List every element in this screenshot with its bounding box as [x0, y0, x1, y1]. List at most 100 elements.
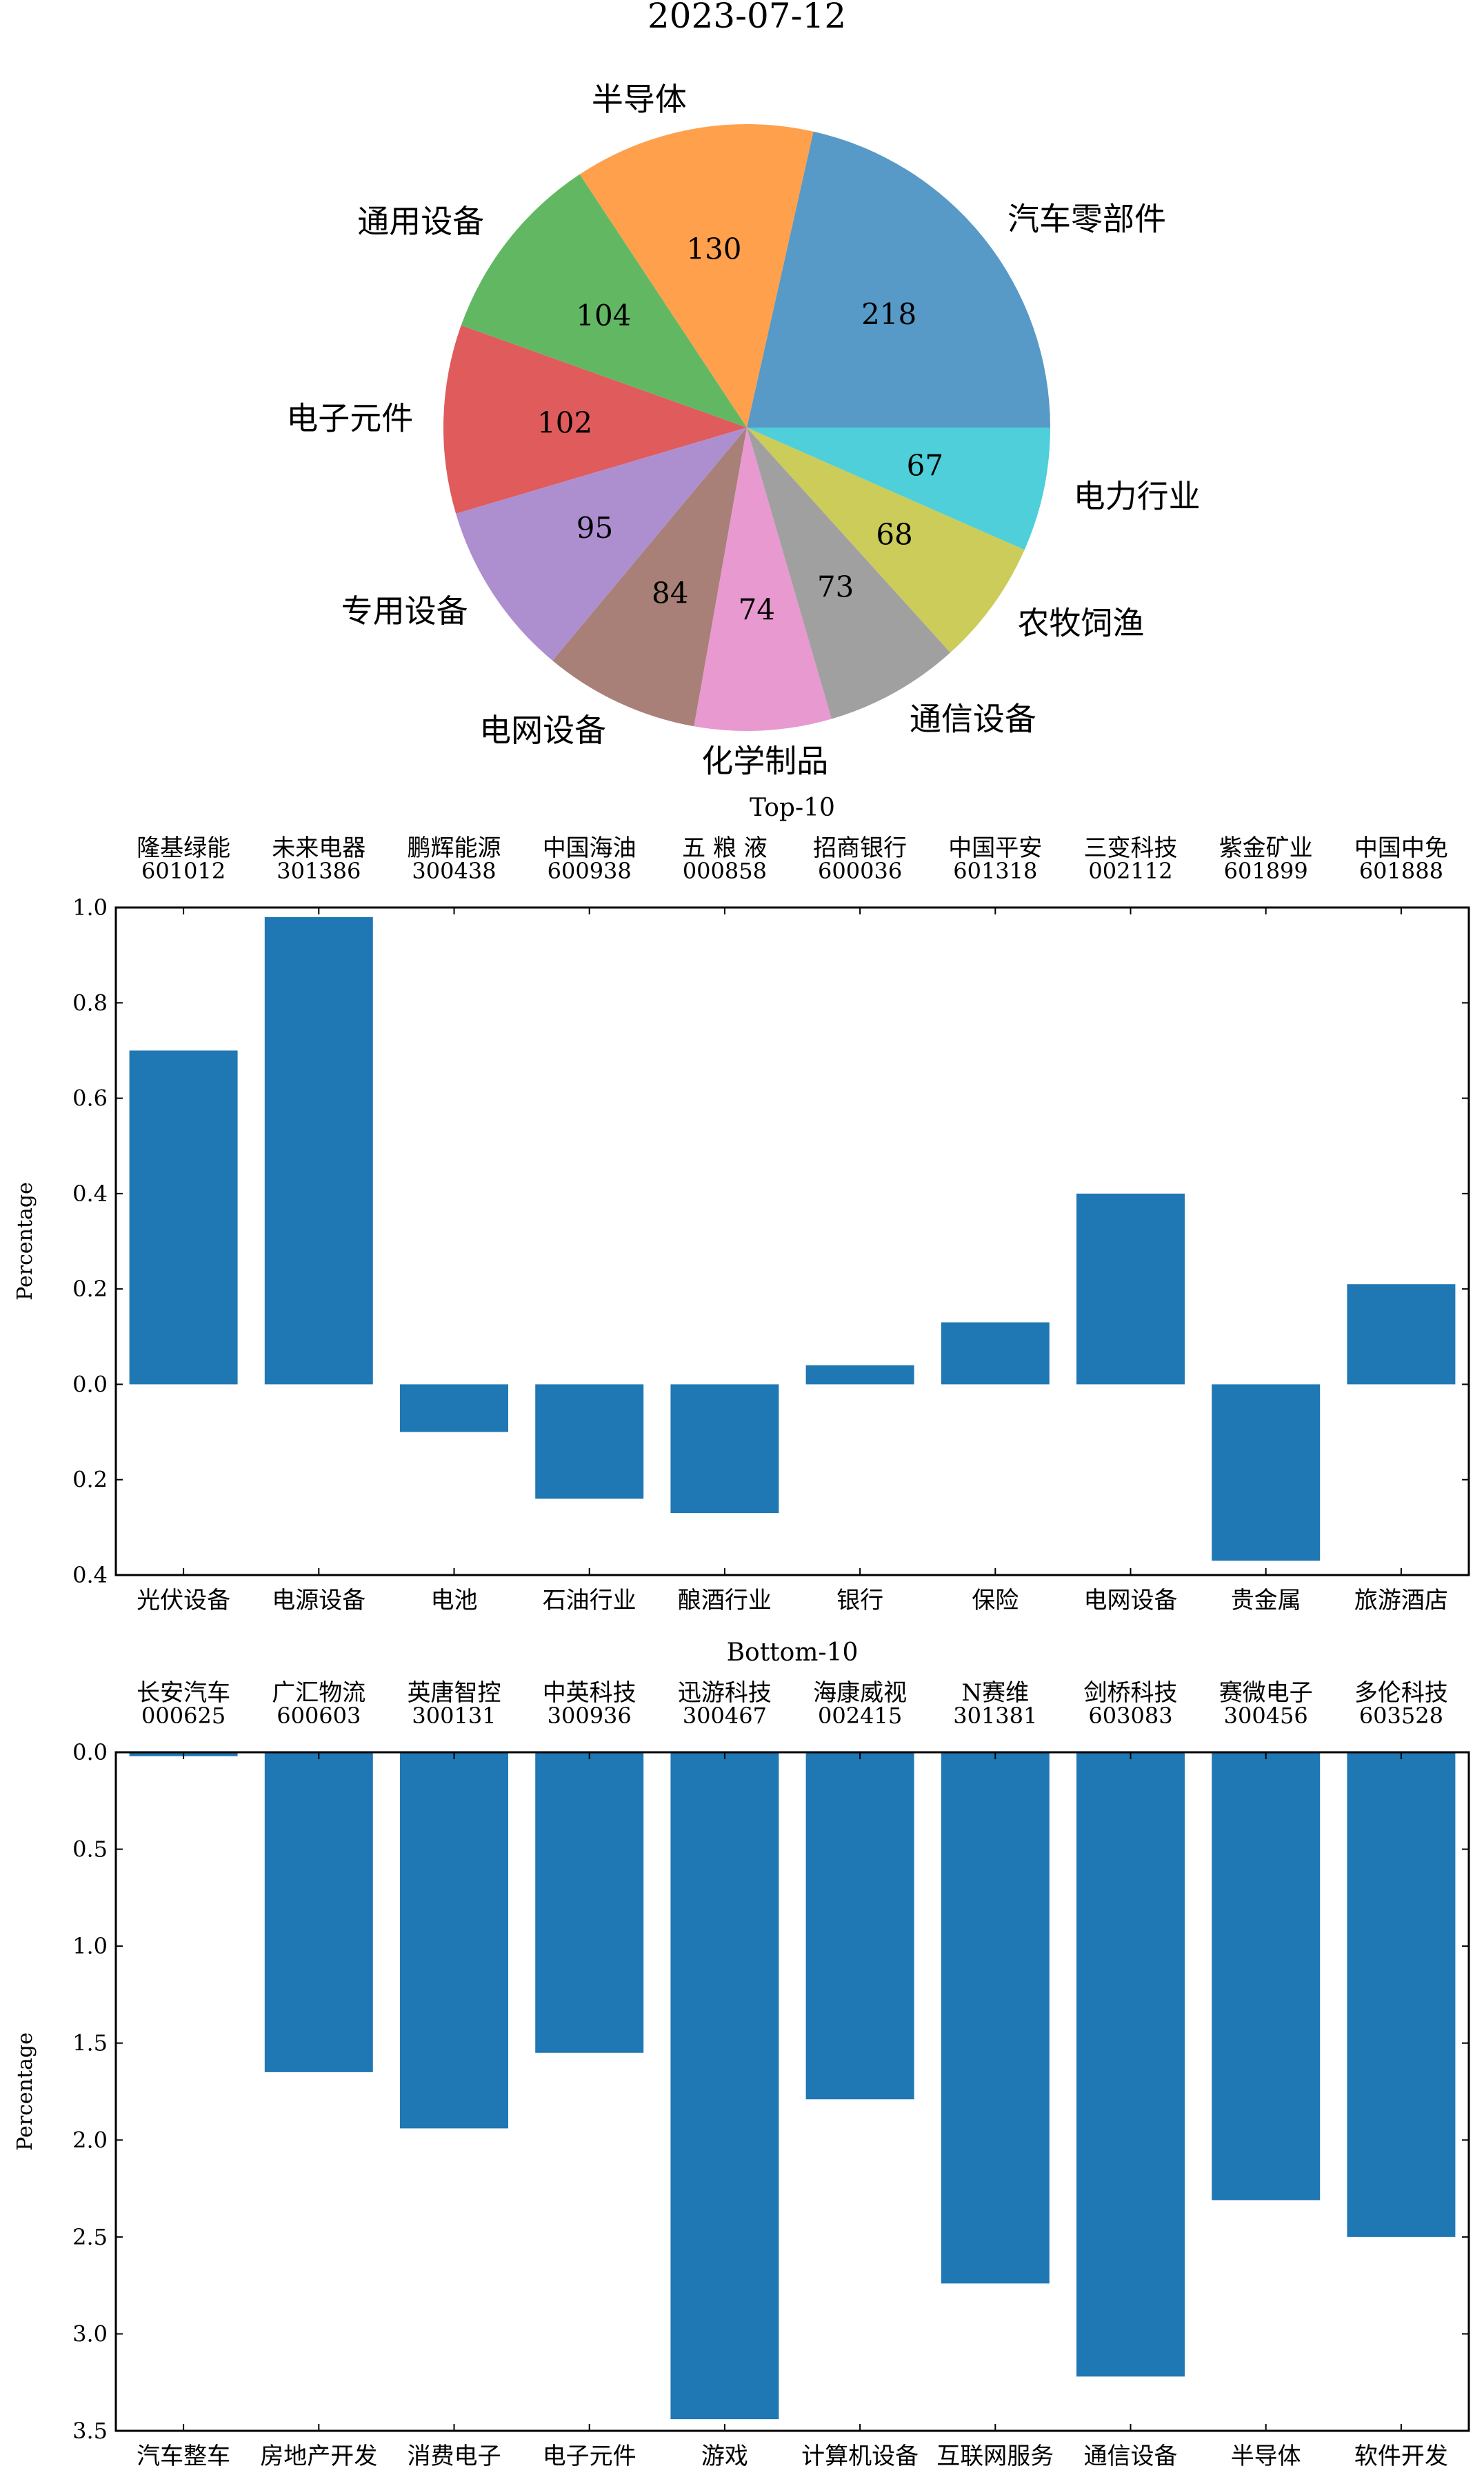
stock-code-label: 601012: [141, 858, 225, 884]
pie-category-label: 农牧饲渔: [1017, 604, 1144, 641]
pie-value-label: 73: [817, 570, 854, 604]
stock-code-label: 600036: [818, 858, 902, 884]
x-tick-label: 旅游酒店: [1354, 1587, 1448, 1614]
top-10-bar-chart: Top-10Percentage光伏设备隆基绿能601012电源设备未来电器30…: [13, 794, 1470, 1614]
x-tick-label: 软件开发: [1354, 2443, 1448, 2466]
pie-slice: [747, 428, 951, 719]
pie-category-label: 通信设备: [910, 701, 1036, 738]
y-tick-label: 0.4: [72, 1181, 108, 1207]
x-tick-label: 贵金属: [1231, 1587, 1301, 1614]
pie-slice: [461, 174, 747, 428]
bar: [941, 1322, 1050, 1385]
bar: [400, 1752, 508, 2129]
x-tick-label: 电子元件: [543, 2443, 636, 2466]
stock-name-label: 五 粮 液: [682, 834, 768, 862]
pie-category-label: 专用设备: [341, 592, 468, 630]
stock-code-label: 002112: [1088, 858, 1172, 884]
stock-name-label: N赛维: [961, 1679, 1029, 1707]
y-tick-label: 0.4: [72, 1562, 108, 1588]
bar: [805, 1752, 914, 2100]
bar: [670, 1384, 779, 1514]
stock-code-label: 300438: [412, 858, 496, 884]
bar: [264, 916, 373, 1385]
stock-name-label: 中国中免: [1354, 834, 1448, 862]
pie-category-label: 半导体: [592, 81, 687, 118]
y-tick-label: 0.2: [72, 1467, 108, 1493]
x-tick-label: 银行: [836, 1587, 883, 1614]
stock-name-label: 紫金矿业: [1219, 834, 1313, 862]
y-tick-label: 1.5: [72, 2030, 108, 2056]
y-tick-label: 1.0: [72, 894, 108, 921]
pie-chart: 218 汽车零部件 130 半导体 104 通用设备 102 电子元件 95 专用设备 84 电网设备…: [286, 81, 1200, 779]
stock-name-label: 三变科技: [1084, 834, 1178, 862]
stock-name-label: 海康威视: [813, 1679, 907, 1707]
bar: [535, 1384, 644, 1499]
stock-name-label: 迅游科技: [678, 1679, 772, 1707]
y-tick-label: 0.2: [72, 1276, 108, 1302]
pie-category-label: 电网设备: [479, 712, 606, 749]
stock-name-label: 英唐智控: [408, 1679, 501, 1707]
stock-code-label: 601318: [953, 858, 1037, 884]
y-tick-label: 0.8: [72, 990, 108, 1016]
stock-name-label: 未来电器: [272, 834, 365, 862]
pie-category-label: 电力行业: [1074, 478, 1201, 515]
stock-name-label: 长安汽车: [137, 1679, 230, 1707]
plot-frame: [114, 906, 1470, 1576]
x-tick-label: 游戏: [701, 2443, 748, 2466]
x-tick-label: 房地产开发: [260, 2443, 377, 2466]
stock-code-label: 300131: [412, 1703, 496, 1729]
y-tick-label: 1.0: [72, 1933, 108, 1959]
y-axis-label: Percentage: [13, 2032, 37, 2151]
bar: [1347, 1284, 1456, 1385]
x-tick-label: 消费电子: [408, 2443, 501, 2466]
stock-code-label: 300467: [683, 1703, 767, 1729]
pie-slice: [747, 131, 1050, 428]
stock-code-label: 600603: [277, 1703, 361, 1729]
bar: [264, 1752, 373, 2072]
x-tick-label: 通信设备: [1084, 2443, 1178, 2466]
stock-name-label: 鹏辉能源: [408, 834, 501, 862]
pie-slice: [443, 325, 747, 514]
stock-code-label: 301386: [277, 858, 361, 884]
pie-value-label: 102: [537, 406, 592, 440]
bar-chart-title: Top-10: [750, 794, 835, 822]
plot-frame: [114, 1751, 1470, 2432]
pie-value-label: 74: [739, 593, 775, 627]
pie-value-label: 95: [576, 511, 613, 545]
figure-title: 2023-07-12: [648, 0, 846, 36]
x-tick-label: 汽车整车: [137, 2443, 230, 2466]
stock-name-label: 中国平安: [948, 834, 1042, 862]
pie-category-label: 汽车零部件: [1007, 201, 1166, 238]
x-tick-label: 保险: [972, 1587, 1019, 1614]
pie-value-label: 84: [652, 576, 688, 610]
stock-code-label: 603083: [1088, 1703, 1172, 1729]
stock-name-label: 广汇物流: [272, 1679, 365, 1707]
x-tick-label: 酿酒行业: [678, 1587, 772, 1614]
y-tick-label: 2.0: [72, 2127, 108, 2153]
pie-value-label: 104: [576, 299, 631, 332]
y-tick-label: 0.0: [72, 1371, 108, 1397]
y-tick-label: 0.5: [72, 1836, 108, 1863]
pie-category-label: 化学制品: [701, 742, 828, 779]
bar: [1076, 1193, 1185, 1385]
stock-name-label: 剑桥科技: [1084, 1679, 1178, 1707]
bar: [805, 1365, 914, 1385]
pie-slice: [694, 428, 832, 731]
bar: [1212, 1384, 1321, 1561]
stock-code-label: 000625: [141, 1703, 225, 1729]
y-tick-label: 0.6: [72, 1085, 108, 1112]
pie-slice: [747, 428, 1050, 550]
pie-category-label: 通用设备: [357, 203, 484, 240]
bar: [670, 1752, 779, 2420]
stock-code-label: 300456: [1224, 1703, 1308, 1729]
y-tick-label: 3.0: [72, 2320, 108, 2347]
pie-slice: [456, 428, 747, 661]
stock-name-label: 赛微电子: [1219, 1679, 1313, 1707]
stock-code-label: 603528: [1359, 1703, 1443, 1729]
stock-code-label: 601899: [1224, 858, 1308, 884]
x-tick-label: 电池: [431, 1587, 478, 1614]
stock-code-label: 000858: [683, 858, 767, 884]
x-tick-label: 电网设备: [1084, 1587, 1178, 1614]
stock-code-label: 600938: [548, 858, 632, 884]
